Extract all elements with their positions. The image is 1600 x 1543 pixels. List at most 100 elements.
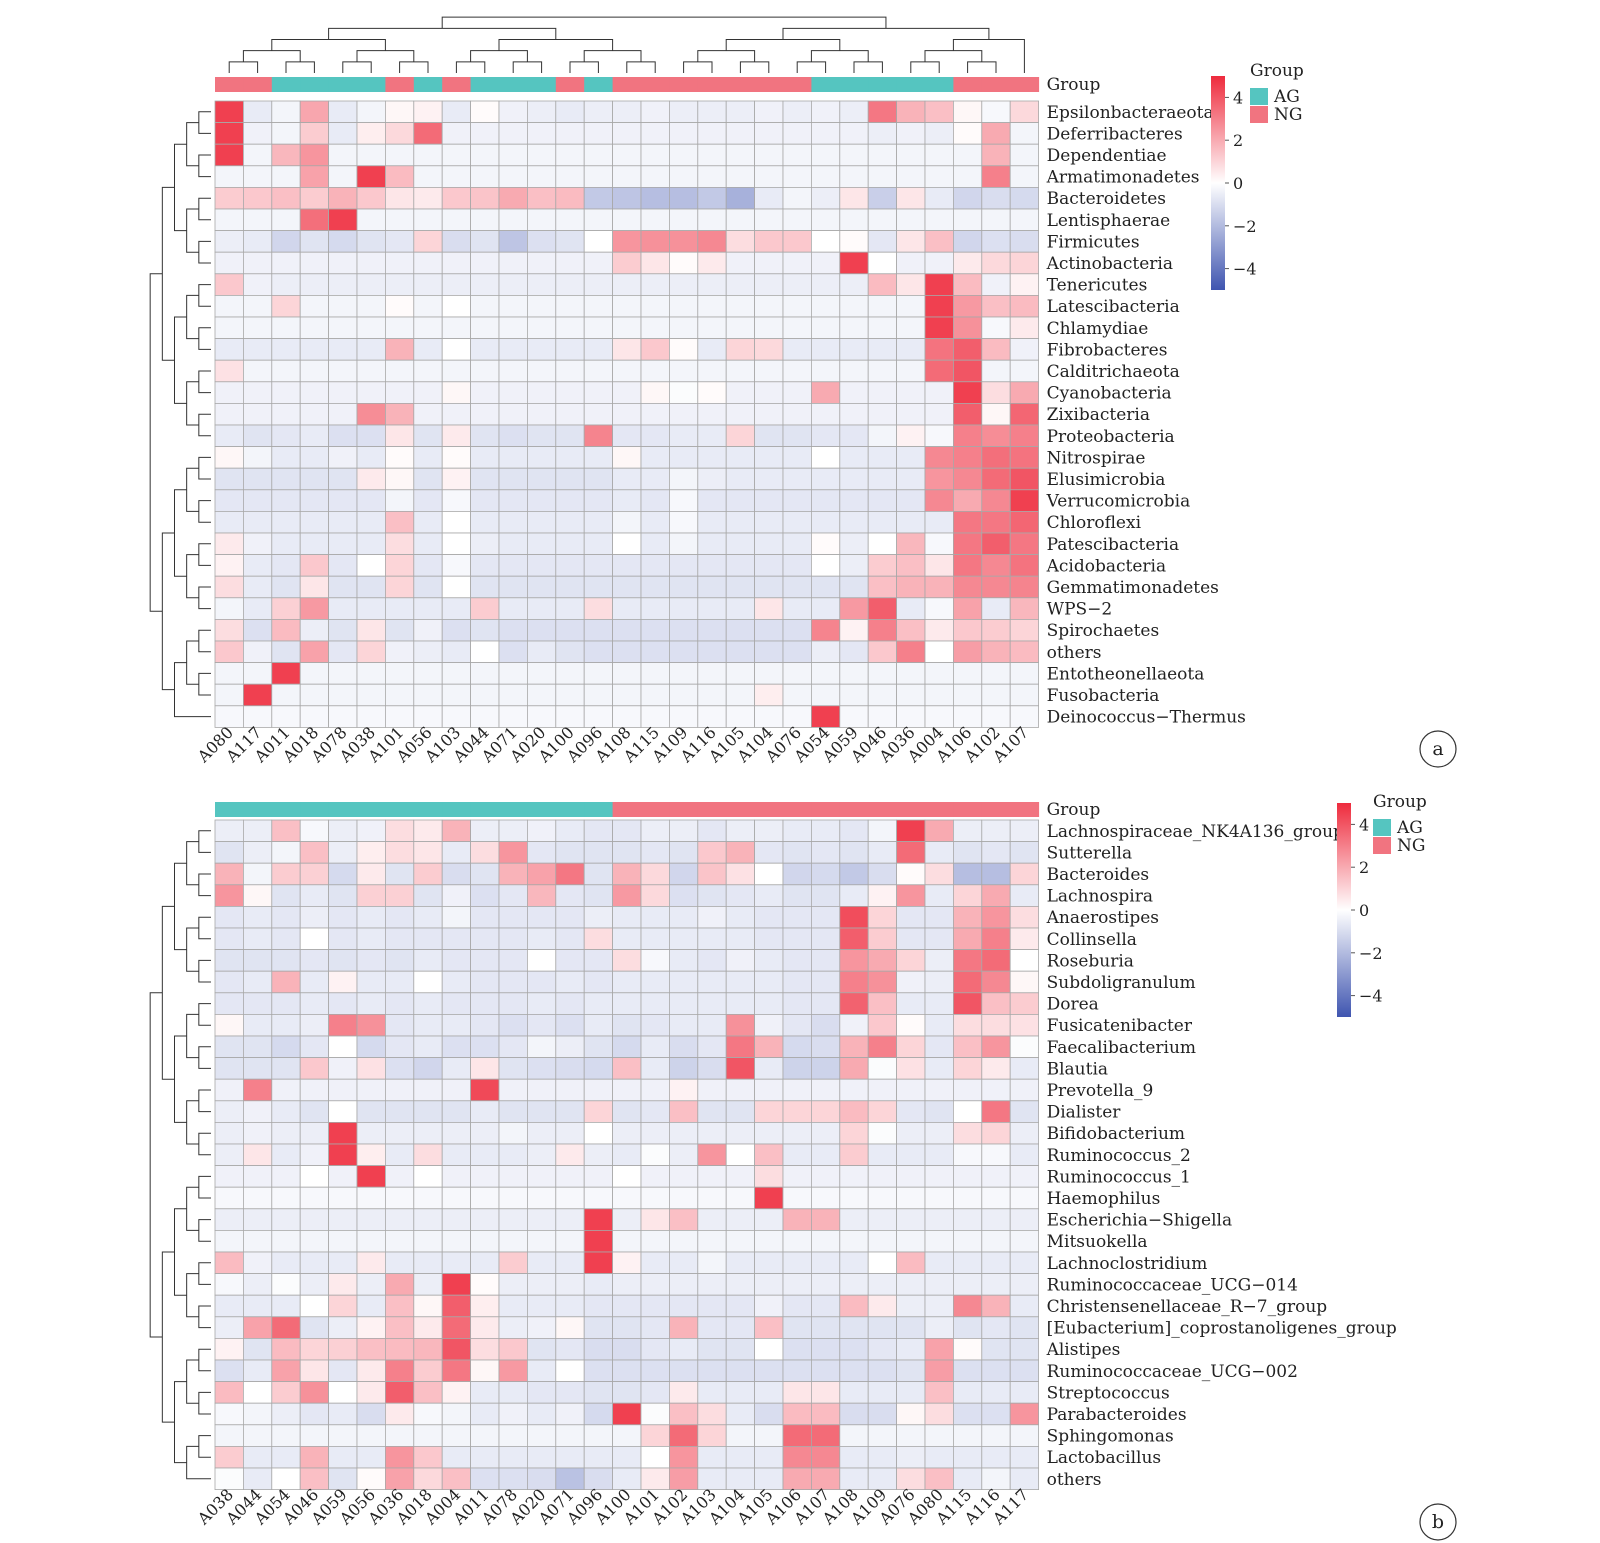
dendrogram-branch xyxy=(198,1132,211,1156)
heatmap-cell xyxy=(839,208,869,232)
heatmap-cell xyxy=(356,273,386,296)
heatmap-cell xyxy=(981,467,1011,491)
heatmap-cell xyxy=(612,906,642,929)
heatmap-cell xyxy=(527,467,557,491)
heatmap-cell xyxy=(413,381,443,404)
heatmap-cell xyxy=(214,1446,244,1469)
heatmap-cell xyxy=(981,402,1011,426)
heatmap-cell xyxy=(555,1122,585,1145)
heatmap-cell xyxy=(669,705,699,728)
heatmap-cell xyxy=(782,532,812,556)
heatmap-cell xyxy=(953,273,983,296)
heatmap-cell xyxy=(981,1186,1011,1210)
row-label: Streptococcus xyxy=(1047,1383,1170,1403)
heatmap-cell xyxy=(583,1078,614,1102)
heatmap-cell xyxy=(214,683,244,707)
heatmap-cell xyxy=(583,949,614,972)
heatmap-cell xyxy=(640,381,670,404)
heatmap-cell xyxy=(697,100,727,124)
heatmap-cell xyxy=(839,575,869,599)
heatmap-cell xyxy=(328,424,358,448)
heatmap-cell xyxy=(470,862,500,886)
heatmap-cell xyxy=(583,970,614,994)
heatmap-cell xyxy=(583,467,614,491)
heatmap-cell xyxy=(839,1122,869,1145)
heatmap-cell xyxy=(384,619,415,642)
heatmap-cell xyxy=(413,338,443,361)
heatmap-cell xyxy=(612,100,642,124)
heatmap-cell xyxy=(981,1143,1011,1167)
dendrogram-branch xyxy=(161,905,175,1080)
heatmap-cell xyxy=(896,906,926,929)
heatmap-cell xyxy=(669,100,699,124)
annotation-cell xyxy=(896,77,926,92)
heatmap-cell xyxy=(299,100,330,124)
heatmap-cell xyxy=(214,1165,244,1188)
heatmap-cell xyxy=(356,819,386,843)
heatmap-cell xyxy=(725,208,756,232)
heatmap-cell xyxy=(1009,467,1040,491)
heatmap-cell xyxy=(839,683,869,707)
heatmap-cell xyxy=(470,884,500,907)
heatmap-cell xyxy=(896,992,926,1015)
heatmap-cell xyxy=(384,402,415,426)
heatmap-cell xyxy=(669,1165,699,1188)
heatmap-cell xyxy=(1009,1381,1040,1404)
heatmap-cell xyxy=(470,1467,500,1491)
heatmap-cell xyxy=(953,554,983,577)
heatmap-cell xyxy=(583,1165,614,1188)
heatmap-cell xyxy=(441,1186,472,1210)
heatmap-cell xyxy=(527,294,557,318)
color-scale-label: 2 xyxy=(1359,858,1369,877)
heatmap-cell xyxy=(527,1446,557,1469)
heatmap-cell xyxy=(1009,884,1040,907)
heatmap-cell xyxy=(328,143,358,167)
legend-title: Group xyxy=(1250,61,1304,81)
heatmap-cell xyxy=(697,1014,727,1037)
heatmap-cell xyxy=(470,489,500,512)
heatmap-cell xyxy=(953,819,983,843)
heatmap-cell xyxy=(441,1273,472,1296)
heatmap-cell xyxy=(725,446,756,469)
heatmap-cell xyxy=(782,554,812,577)
heatmap-cell xyxy=(470,1316,500,1339)
heatmap-cell xyxy=(441,1381,472,1404)
dendrogram-branch xyxy=(186,467,199,512)
heatmap-cell xyxy=(384,819,415,843)
heatmap-cell xyxy=(754,251,784,275)
heatmap-cell xyxy=(811,1251,841,1275)
heatmap-cell xyxy=(839,597,869,620)
heatmap-cell xyxy=(924,1338,954,1361)
heatmap-cell xyxy=(697,532,727,556)
heatmap-cell xyxy=(441,316,472,340)
heatmap-cell xyxy=(612,841,642,864)
heatmap-cell xyxy=(640,1186,670,1210)
heatmap-cell xyxy=(299,1467,330,1491)
heatmap-cell xyxy=(299,1122,330,1145)
heatmap-cell xyxy=(271,338,301,361)
dendrogram-branch xyxy=(186,1445,211,1480)
heatmap-cell xyxy=(612,402,642,426)
heatmap-cell xyxy=(953,1186,983,1210)
heatmap-cell xyxy=(299,1057,330,1080)
heatmap-cell xyxy=(470,819,500,843)
heatmap-cell xyxy=(754,1294,784,1318)
heatmap-cell xyxy=(242,122,273,145)
heatmap-cell xyxy=(1009,143,1040,167)
heatmap-cell xyxy=(754,122,784,145)
heatmap-cell xyxy=(555,316,585,340)
heatmap-cell xyxy=(583,1273,614,1296)
heatmap-cell xyxy=(214,819,244,843)
heatmap-cell xyxy=(754,510,784,534)
heatmap-cell xyxy=(612,1014,642,1037)
heatmap-cell xyxy=(214,1014,244,1037)
heatmap-cell xyxy=(981,338,1011,361)
heatmap-cell xyxy=(669,273,699,296)
legend-title: Group xyxy=(1373,792,1427,812)
heatmap-cell xyxy=(583,489,614,512)
heatmap-cell xyxy=(839,927,869,951)
heatmap-cell xyxy=(555,970,585,994)
annotation-cell xyxy=(641,77,670,92)
heatmap-cell xyxy=(271,927,301,951)
